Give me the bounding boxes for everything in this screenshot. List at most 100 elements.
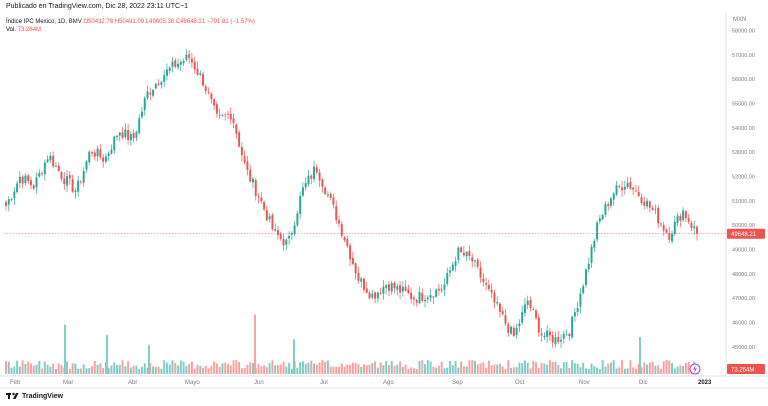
x-tick-label: Jun [254,380,264,386]
volume-bar [207,368,210,374]
candle-body [357,272,360,281]
candle-body [496,302,499,304]
last-price-tag [727,228,765,239]
candle-body [96,148,99,157]
volume-bar [662,361,665,374]
x-tick-label: Oct [515,380,525,386]
candle-body [424,299,427,302]
candle-body [279,233,282,239]
candle-body [562,333,565,339]
x-tick-label: Mar [63,380,73,386]
candle-body [190,58,193,63]
candle-body [634,190,637,192]
volume-bar [621,360,624,374]
volume-bar [387,364,390,374]
volume-bar [551,361,554,374]
volume-bar [365,365,368,374]
candle-body [254,180,257,196]
volume-bar [288,362,291,374]
candle-body [548,331,551,336]
candle-body [71,179,74,192]
candle-body [285,239,288,245]
candle-body [188,54,191,59]
change-value: −791.81 (−1.57%) [206,19,255,25]
volume-bar [227,363,229,374]
candle-body [510,326,513,334]
volume-bar [246,364,249,374]
candle-body [365,288,368,293]
volume-bar [304,363,307,374]
volume-bar [52,363,55,374]
candle-body [665,229,668,233]
candle-body [35,177,38,188]
volume-bar [313,363,316,374]
candle-body [565,334,568,336]
volume-bar [612,360,615,374]
candle-body [326,194,329,196]
candle-body [587,263,590,270]
symbol-label[interactable]: Índice IPC Mexico, 1D, BMV [6,19,82,25]
volume-bar [648,362,651,374]
volume-bar [640,367,643,374]
volume-bar [299,362,302,374]
volume-bar [346,364,349,374]
candle-body [102,157,105,162]
volume-bar [657,365,660,374]
volume-bar [654,365,657,374]
volume-bar [290,368,293,374]
candle-body [265,210,268,221]
y-tick-label: 48000.00 [732,272,755,278]
candle-body [590,246,593,263]
candle-body [324,187,327,195]
candle-body [471,257,474,262]
volume-bar [340,363,343,374]
volume-bar [188,363,191,374]
volume-bar [443,368,446,374]
volume-bar [363,364,365,374]
candle-body [399,285,402,293]
candle-body [446,272,449,284]
volume-bar [218,366,221,374]
candle-body [202,73,205,86]
candle-body [227,113,229,115]
candle-body [196,68,199,75]
candle-body [415,300,418,303]
volume-bar [85,368,88,374]
candle-body [551,335,554,343]
candle-body [643,201,646,206]
candle-body [213,99,216,106]
volume-bar [179,360,182,374]
candle-body [646,200,649,207]
candle-body [443,284,446,290]
volume-bar [224,362,227,374]
candle-body [13,191,16,199]
volume-bar [471,360,474,374]
candle-body [546,330,549,337]
volume-bar [221,363,224,374]
candle-body [585,269,587,286]
x-tick-label: Abr [128,380,137,386]
volume-bar [7,361,10,374]
volume-bar [132,365,135,374]
candle-body [568,333,571,337]
candle-body [507,324,510,333]
candle-body [146,91,149,99]
candle-body [476,259,479,267]
volume-bar [543,363,546,374]
volume-bar [41,368,44,374]
volume-bar [629,360,632,374]
volume-bar [396,364,399,374]
candle-body [185,54,188,60]
volume-bar [271,360,274,374]
candle-body [82,171,85,183]
candle-body [579,293,582,307]
candle-body [637,191,640,197]
volume-bar [143,363,146,374]
volume-label[interactable]: Vol. [6,27,17,33]
candle-body [390,283,393,292]
volume-bar [512,367,515,374]
volume-bar [338,366,340,374]
y-tick-label: 53000.00 [732,150,755,156]
volume-bar [476,364,479,374]
